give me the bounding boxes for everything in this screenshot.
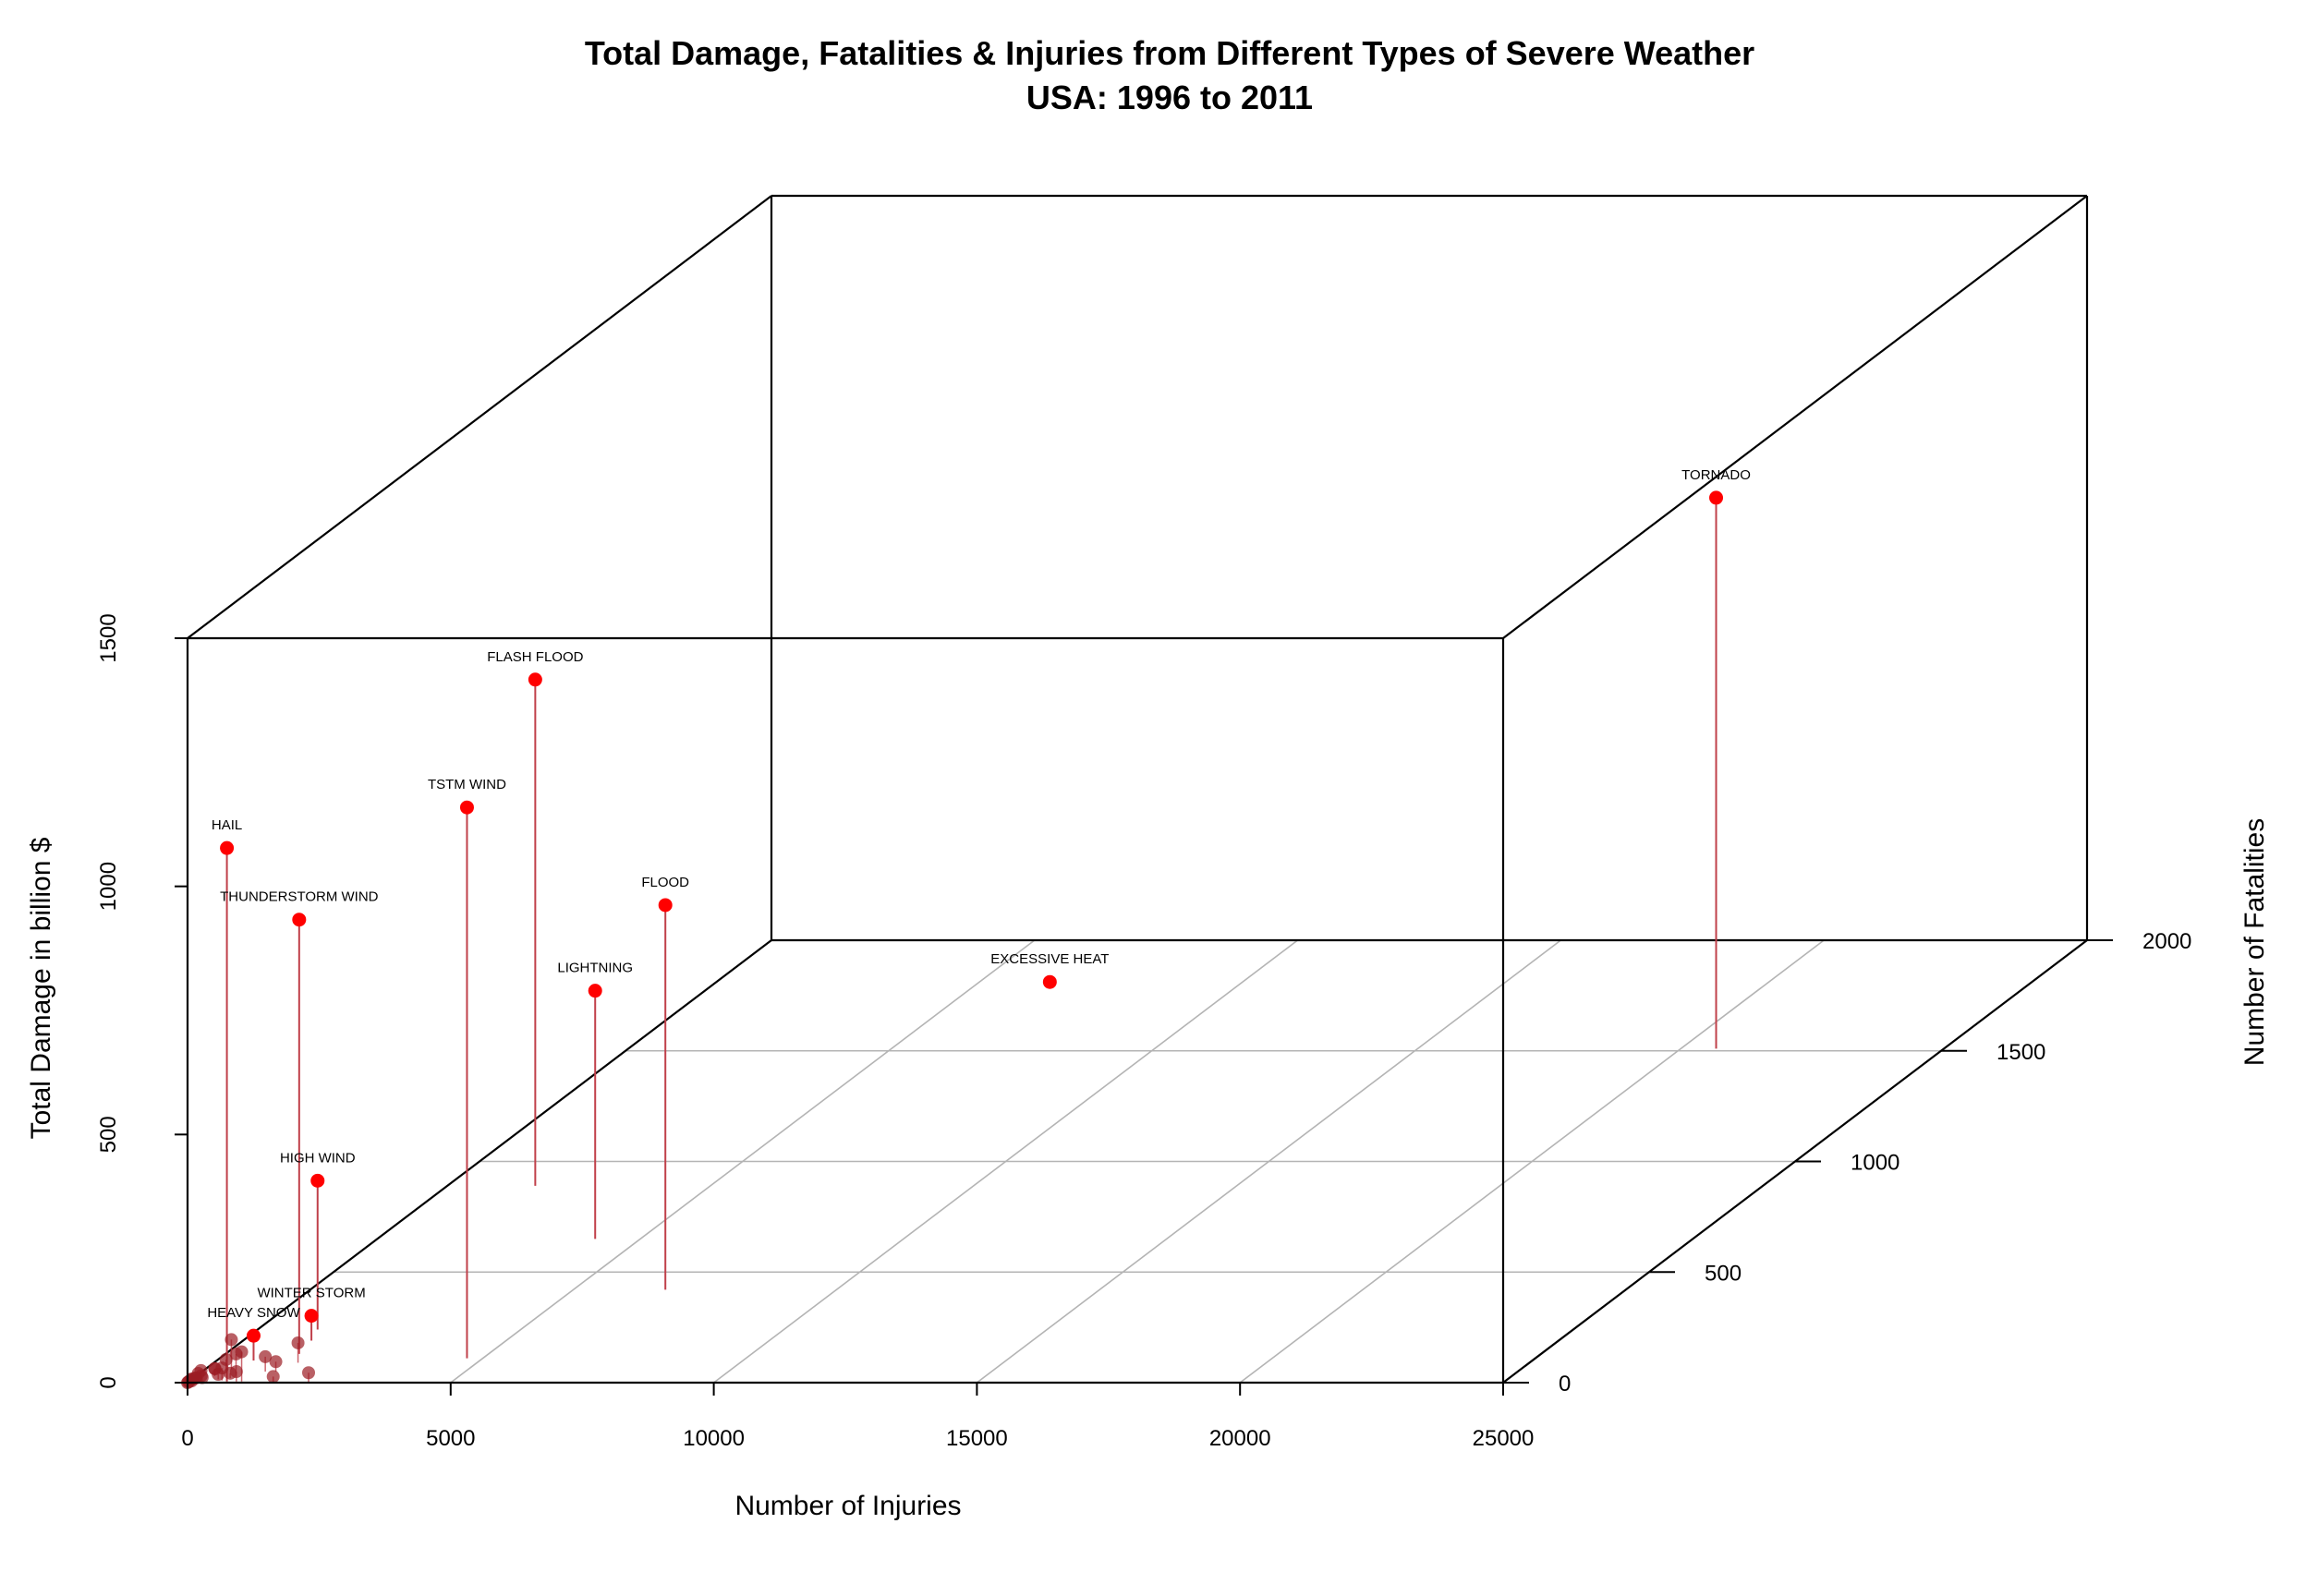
- chart-title: Total Damage, Fatalities & Injuries from…: [585, 34, 1754, 72]
- point-label: FLASH FLOOD: [487, 649, 583, 665]
- data-point: [215, 1361, 229, 1375]
- point-label: TSTM WIND: [428, 777, 506, 792]
- point-label: HAIL: [212, 817, 242, 833]
- x-tick-label: 20000: [1209, 1426, 1271, 1451]
- y-tick-label: 0: [96, 1376, 121, 1388]
- data-point: [1042, 974, 1057, 989]
- data-point: [304, 1309, 319, 1324]
- point-label: LIGHTNING: [557, 961, 633, 976]
- point-label: WINTER STORM: [257, 1286, 365, 1301]
- point-label: TORNADO: [1681, 467, 1751, 483]
- data-point: [259, 1349, 273, 1363]
- labeled-points: [220, 490, 1724, 1343]
- z-tick-label: 500: [1705, 1261, 1742, 1286]
- data-point: [291, 1336, 305, 1349]
- data-point: [658, 898, 673, 913]
- z-tick-label: 1000: [1851, 1151, 1899, 1176]
- data-point: [528, 672, 542, 687]
- x-tick-label: 10000: [683, 1426, 745, 1451]
- box-front-edges: [186, 636, 2088, 1384]
- z-tick-label: 1500: [1997, 1040, 2045, 1065]
- y-tick-label: 1000: [96, 862, 121, 911]
- data-point: [269, 1355, 283, 1369]
- x-tick-label: 0: [181, 1426, 193, 1451]
- z-axis-label: Number of Fatalities: [2239, 818, 2270, 1066]
- box-edge: [1502, 195, 2088, 639]
- z-tick-label: 2000: [2142, 929, 2191, 954]
- point-labels: TORNADO FLASH FLOOD TSTM WIND FLOOD HAIL THUN…: [207, 467, 1751, 1321]
- y-axis-label: Total Damage in billion $: [26, 837, 56, 1139]
- y-tick-label: 500: [96, 1116, 121, 1153]
- x-tick-label: 25000: [1473, 1426, 1535, 1451]
- point-label: FLOOD: [641, 875, 689, 890]
- data-point: [220, 840, 235, 855]
- data-point: [188, 1371, 202, 1384]
- x-tick-label: 15000: [946, 1426, 1008, 1451]
- data-point: [266, 1370, 280, 1384]
- point-label: HIGH WIND: [280, 1150, 356, 1166]
- y-tick-label: 1500: [96, 613, 121, 662]
- x-axis-label: Number of Injuries: [734, 1491, 961, 1521]
- axis-ticks: 0 5000 10000 15000 20000 25000050010001500050…: [96, 613, 2191, 1451]
- x-tick-label: 5000: [426, 1426, 475, 1451]
- data-point: [302, 1366, 316, 1380]
- data-point: [1709, 490, 1724, 505]
- data-point: [246, 1328, 261, 1343]
- data-point: [459, 800, 474, 815]
- z-tick-label: 0: [1559, 1372, 1571, 1396]
- data-point: [225, 1333, 238, 1347]
- point-label: THUNDERSTORM WIND: [220, 889, 379, 905]
- floor-grid: [334, 939, 1941, 1384]
- data-point: [588, 984, 602, 998]
- point-label: HEAVY SNOW: [207, 1305, 300, 1321]
- box-edge: [187, 939, 772, 1384]
- data-point: [310, 1173, 325, 1188]
- point-label: EXCESSIVE HEAT: [990, 951, 1109, 967]
- data-point: [229, 1347, 243, 1360]
- minor-points: [181, 1333, 316, 1389]
- data-point: [292, 913, 307, 927]
- box-edge: [187, 195, 772, 639]
- chart-subtitle: USA: 1996 to 2011: [1026, 79, 1313, 116]
- box-back-edges: [187, 194, 2089, 1384]
